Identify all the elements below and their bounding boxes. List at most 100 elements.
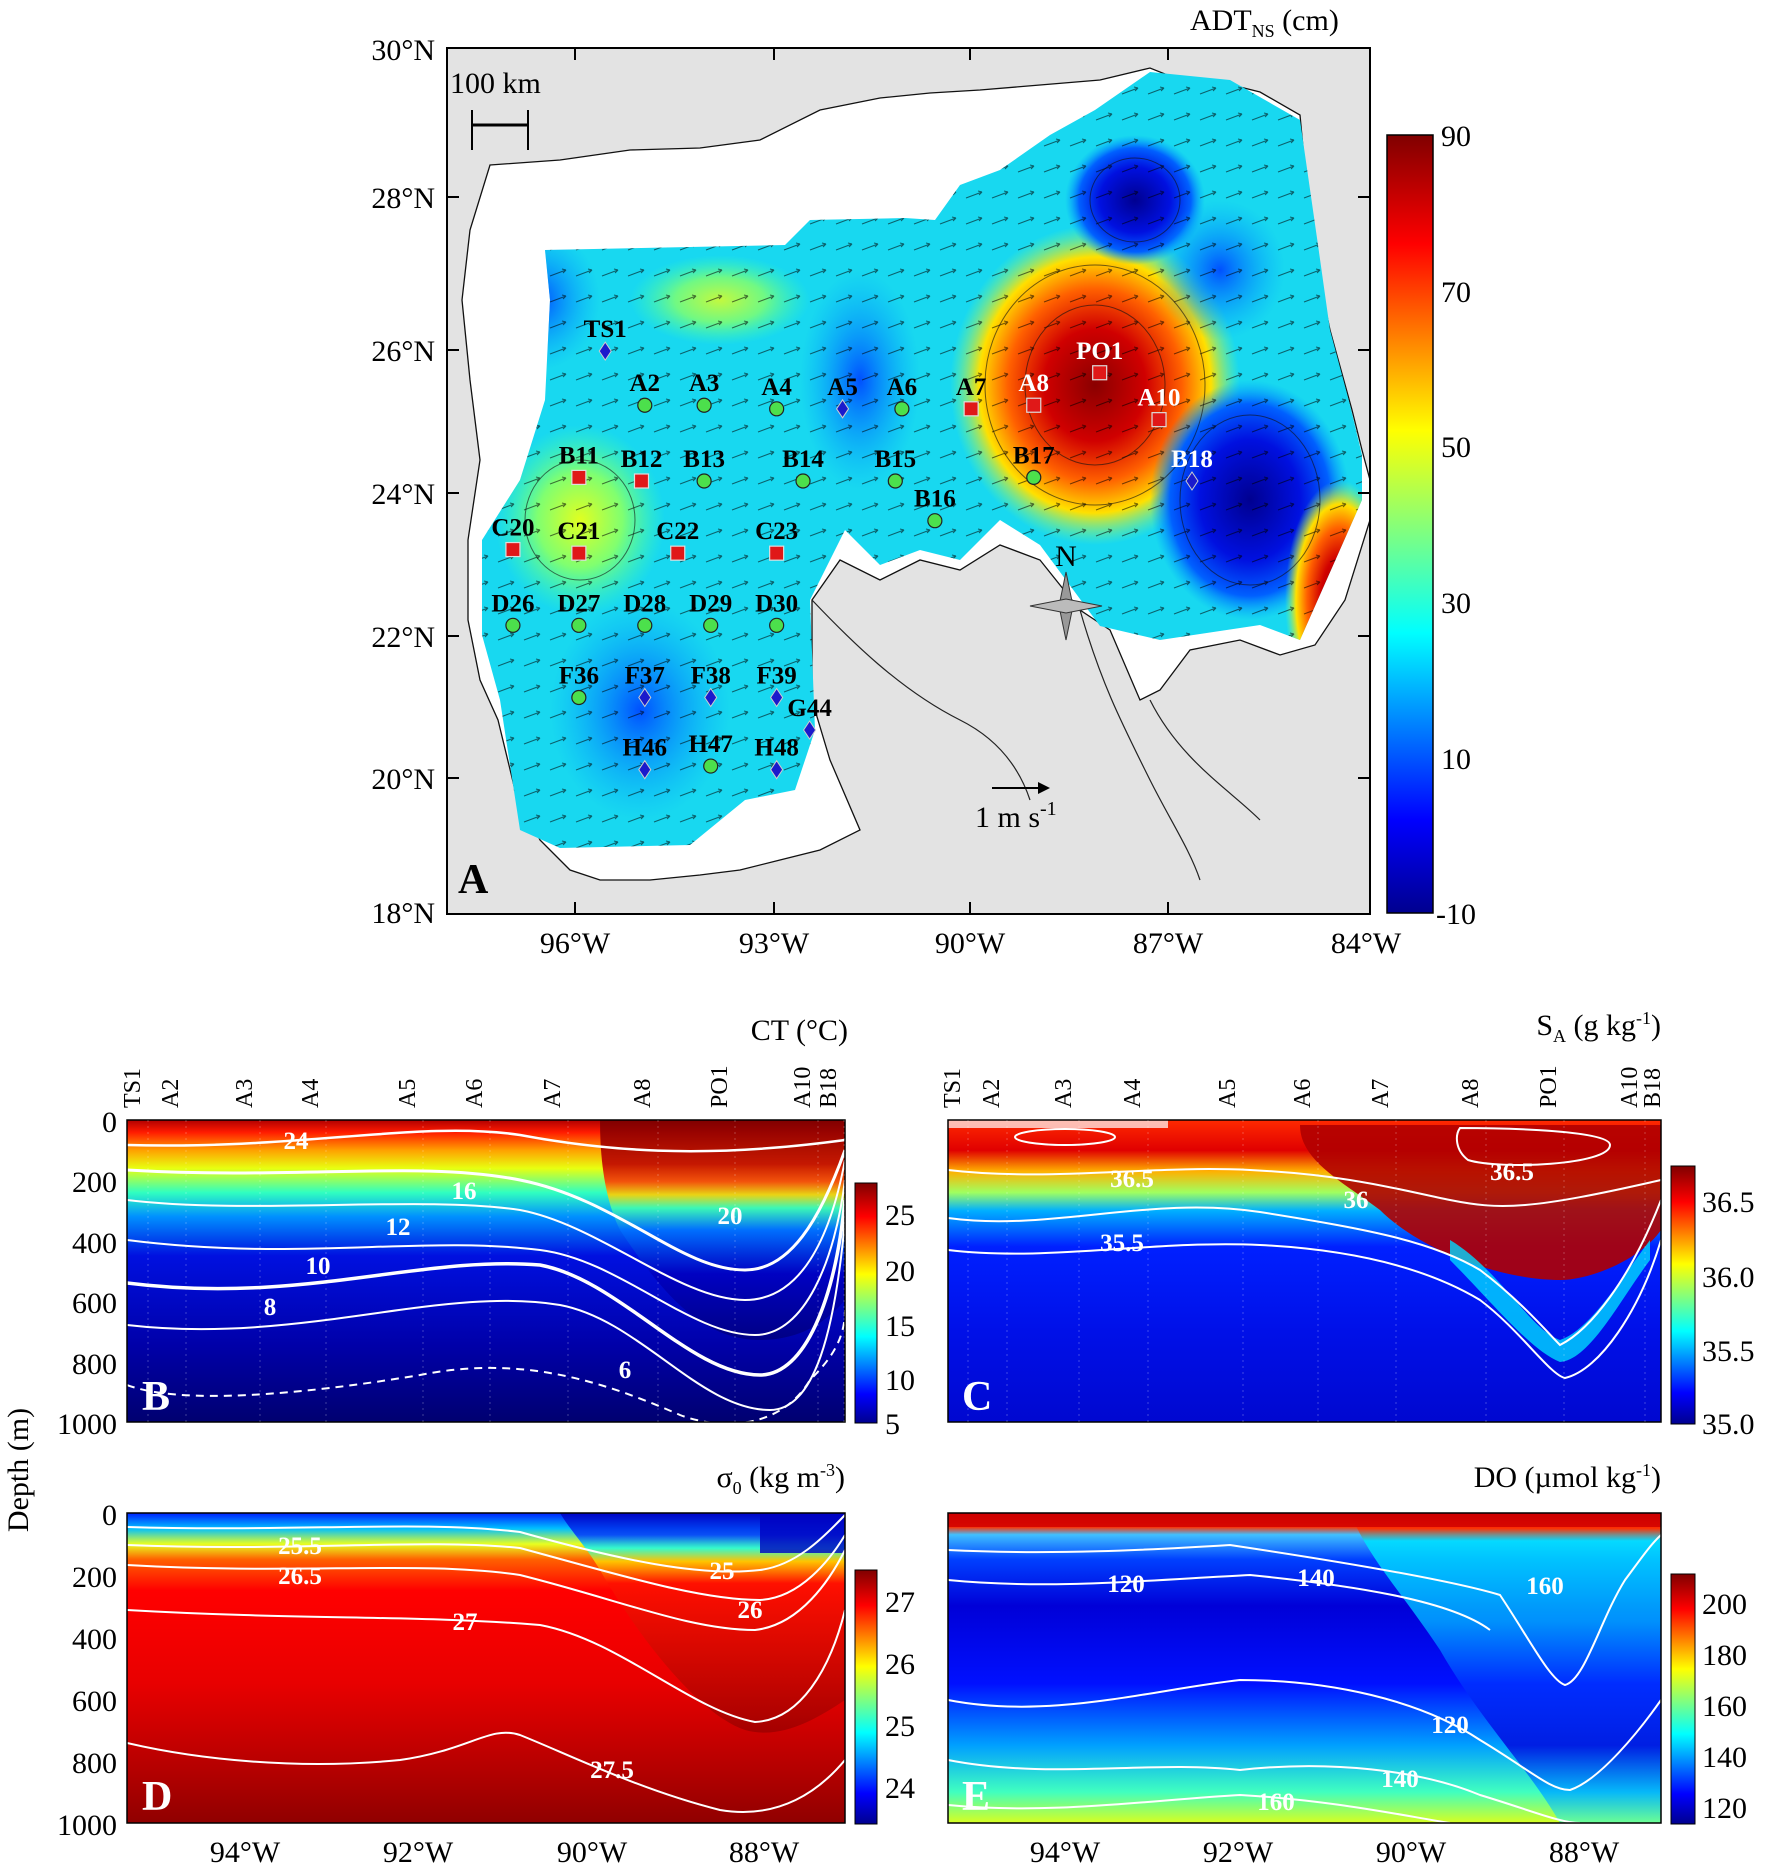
north-label: N <box>1055 540 1077 573</box>
scale-bar-label: 100 km <box>450 67 541 100</box>
section-station-label: A5 <box>1215 1079 1241 1108</box>
sigma-colorbar-ticks: 27 26 25 24 <box>885 1586 915 1805</box>
depth-axis-label: Depth (m) <box>2 1408 35 1532</box>
sa-frame <box>947 1119 1662 1423</box>
ct-cbar-tick: 25 <box>885 1199 915 1232</box>
sa-tongue <box>1450 1240 1650 1362</box>
ct-label: 12 <box>386 1214 411 1241</box>
do-x-ticks: 94°W 92°W 90°W 88°W <box>1030 1836 1620 1865</box>
map-axis-ticks <box>447 48 1370 914</box>
station-label: B17 <box>1013 442 1055 469</box>
map-xtick: 96°W <box>540 927 611 960</box>
sa-contours <box>947 1126 1662 1380</box>
sigma-label: 26 <box>738 1597 763 1624</box>
section-station-label: A7 <box>1368 1079 1394 1108</box>
depth-tick: 800 <box>72 1348 117 1381</box>
ct-cbar-tick: 20 <box>885 1255 915 1288</box>
station-marker-h47 <box>703 758 719 774</box>
do-contour-labels: 120 140 160 120 140 160 <box>1107 1565 1564 1816</box>
adt-cbar-tick: 70 <box>1441 276 1471 309</box>
sigma-contours <box>126 1514 846 1813</box>
sa-label: 36.5 <box>1490 1159 1534 1186</box>
do-colorbar <box>1670 1573 1696 1825</box>
section-station-label: A8 <box>1458 1079 1484 1108</box>
ct-title: CT (°C) <box>751 1014 848 1047</box>
station-marker-b15 <box>887 473 903 489</box>
station-label: A5 <box>827 374 858 401</box>
map-ytick: 20°N <box>371 763 435 796</box>
map-ytick: 22°N <box>371 621 435 654</box>
station-marker-b17 <box>1026 469 1042 485</box>
lon-tick: 90°W <box>1376 1836 1447 1865</box>
sa-cbar-tick: 35.5 <box>1702 1335 1755 1368</box>
station-marker-c21 <box>571 545 587 561</box>
sigma-label: 27.5 <box>590 1757 634 1784</box>
depth-tick: 1000 <box>57 1408 117 1441</box>
station-marker-h46 <box>638 759 652 780</box>
station-marker-f39 <box>770 687 784 708</box>
adt-cbar-tick: 30 <box>1441 587 1471 620</box>
station-label: F37 <box>625 663 665 690</box>
section-station-label: A3 <box>1051 1079 1077 1108</box>
station-label: B12 <box>621 446 663 473</box>
section-station-label: PO1 <box>1536 1065 1562 1108</box>
sigma-label: 25 <box>710 1558 735 1585</box>
station-marker-f37 <box>638 687 652 708</box>
do-label: 160 <box>1526 1573 1564 1600</box>
sa-salty-core <box>1300 1125 1661 1280</box>
do-label: 140 <box>1297 1565 1335 1592</box>
ct-cbar-tick: 10 <box>885 1364 915 1397</box>
section-station-label: B18 <box>1640 1068 1666 1108</box>
station-label: A10 <box>1137 385 1180 412</box>
panel-label-a: A <box>458 857 489 903</box>
depth-tick: 600 <box>72 1287 117 1320</box>
section-station-label: TS1 <box>940 1068 966 1108</box>
lon-tick: 94°W <box>1030 1836 1101 1865</box>
depth-tick: 200 <box>72 1166 117 1199</box>
ct-label: 24 <box>284 1128 310 1155</box>
station-label: A8 <box>1018 370 1049 397</box>
sigma-y-ticks: 0 200 400 600 800 1000 <box>57 1499 117 1842</box>
lon-tick: 88°W <box>1549 1836 1620 1865</box>
station-marker-c22 <box>670 545 686 561</box>
station-label: A7 <box>956 374 987 401</box>
map-y-ticks: 30°N 28°N 26°N 24°N 22°N 20°N 18°N <box>371 34 435 930</box>
station-marker-a5 <box>835 398 850 419</box>
map-xtick: 90°W <box>935 927 1006 960</box>
map-ytick: 24°N <box>371 478 435 511</box>
ct-label: 16 <box>452 1178 477 1205</box>
do-cbar-tick: 120 <box>1702 1792 1747 1825</box>
station-marker-b11 <box>571 469 587 485</box>
sa-label: 35.5 <box>1100 1230 1144 1257</box>
ct-label: 8 <box>264 1294 277 1321</box>
station-marker-b16 <box>927 513 943 529</box>
section-station-label: A4 <box>298 1079 324 1108</box>
sa-contour-labels: 36.5 36.5 36 35.5 <box>1100 1159 1534 1257</box>
station-label: D30 <box>755 590 798 617</box>
panel-d-sigma: 25.5 26.5 25 26 27 27.5 D 0 200 400 600 … <box>57 1460 915 1865</box>
map-x-ticks: 96°W 93°W 90°W 87°W 84°W <box>540 927 1402 960</box>
station-label: A4 <box>761 374 792 401</box>
do-surface <box>948 1513 1661 1527</box>
station-marker-d27 <box>571 617 587 633</box>
station-marker-po1 <box>1092 365 1108 381</box>
ct-colorbar <box>854 1182 878 1424</box>
vector-scale: 1 m s-1 <box>975 782 1057 834</box>
station-label: B13 <box>683 446 725 473</box>
station-label: D28 <box>623 590 666 617</box>
ct-colorbar-ticks: 25 20 15 10 5 <box>885 1199 915 1441</box>
do-label: 160 <box>1257 1789 1295 1816</box>
do-label: 120 <box>1107 1571 1145 1598</box>
do-cbar-tick: 140 <box>1702 1741 1747 1774</box>
yucatan-shelf-break <box>811 599 1261 881</box>
station-marker-c23 <box>769 545 785 561</box>
station-label: F36 <box>559 663 599 690</box>
panel-label-e: E <box>962 1774 990 1820</box>
station-label: TS1 <box>584 316 627 343</box>
lon-tick: 94°W <box>210 1836 281 1865</box>
depth-tick: 800 <box>72 1747 117 1780</box>
station-label: A2 <box>630 370 661 397</box>
depth-tick: 200 <box>72 1561 117 1594</box>
ct-label: 6 <box>619 1357 632 1384</box>
